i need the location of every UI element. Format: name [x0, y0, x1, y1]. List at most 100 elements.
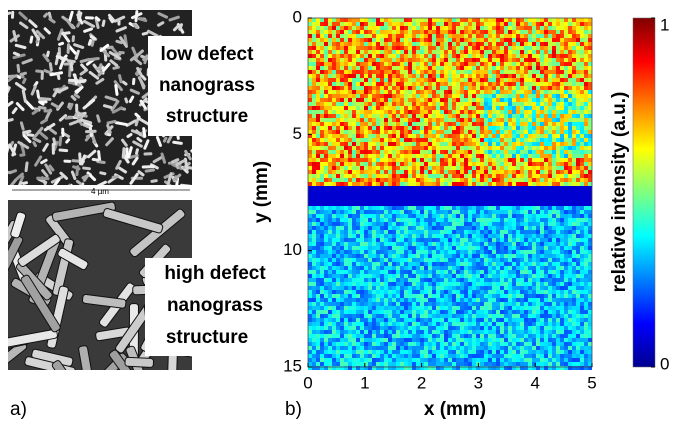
heat-cell: [348, 90, 352, 94]
heat-cell: [488, 246, 492, 250]
heat-cell: [408, 122, 412, 126]
heat-cell: [552, 114, 556, 118]
heat-cell: [476, 194, 480, 198]
heat-cell: [352, 70, 356, 74]
heat-cell: [376, 198, 380, 202]
heat-cell: [512, 130, 516, 134]
heat-cell: [572, 86, 576, 90]
heat-cell: [516, 122, 520, 126]
heat-cell: [584, 162, 588, 166]
heat-cell: [576, 186, 580, 190]
heat-cell: [328, 58, 332, 62]
heat-cell: [392, 94, 396, 98]
heat-cell: [320, 266, 324, 270]
heat-cell: [352, 78, 356, 82]
heat-cell: [456, 174, 460, 178]
heat-cell: [396, 178, 400, 182]
heat-cell: [332, 218, 336, 222]
grain: [136, 66, 144, 78]
heat-cell: [436, 182, 440, 186]
heat-cell: [560, 186, 564, 190]
heat-cell: [316, 266, 320, 270]
heat-cell: [324, 22, 328, 26]
heat-cell: [416, 270, 420, 274]
heat-cell: [528, 70, 532, 74]
heat-cell: [548, 30, 552, 34]
heat-cell: [508, 118, 512, 122]
heat-cell: [364, 82, 368, 86]
heat-cell: [320, 186, 324, 190]
heat-cell: [552, 62, 556, 66]
heat-cell: [432, 102, 436, 106]
heat-cell: [388, 138, 392, 142]
heat-cell: [552, 186, 556, 190]
heat-cell: [496, 142, 500, 146]
heat-cell: [388, 130, 392, 134]
grain: [51, 177, 61, 185]
heat-cell: [404, 42, 408, 46]
heat-cell: [364, 242, 368, 246]
heat-cell: [348, 106, 352, 110]
heat-cell: [432, 50, 436, 54]
heat-cell: [500, 162, 504, 166]
heat-cell: [552, 246, 556, 250]
heat-cell: [356, 234, 360, 238]
heat-cell: [356, 258, 360, 262]
heat-cell: [416, 114, 420, 118]
heat-cell: [460, 122, 464, 126]
heat-cell: [452, 234, 456, 238]
heat-cell: [564, 162, 568, 166]
heat-cell: [524, 154, 528, 158]
heat-cell: [508, 210, 512, 214]
heat-cell: [508, 218, 512, 222]
heat-cell: [404, 34, 408, 38]
heat-cell: [408, 30, 412, 34]
heat-cell: [448, 122, 452, 126]
heat-cell: [332, 234, 336, 238]
heat-cell: [384, 178, 388, 182]
heat-cell: [332, 70, 336, 74]
heat-cell: [524, 62, 528, 66]
heat-cell: [476, 186, 480, 190]
heat-cell: [572, 222, 576, 226]
heat-cell: [416, 98, 420, 102]
heat-cell: [484, 22, 488, 26]
heat-cell: [328, 250, 332, 254]
heat-cell: [376, 30, 380, 34]
heat-cell: [432, 82, 436, 86]
heat-cell: [472, 18, 476, 22]
heat-cell: [460, 178, 464, 182]
heat-cell: [316, 150, 320, 154]
heat-cell: [548, 46, 552, 50]
heat-cell: [508, 22, 512, 26]
heat-cell: [464, 174, 468, 178]
heat-cell: [412, 262, 416, 266]
heat-cell: [348, 18, 352, 22]
grain: [79, 118, 93, 125]
heat-cell: [424, 114, 428, 118]
heat-cell: [464, 266, 468, 270]
heat-cell: [472, 22, 476, 26]
heat-cell: [572, 122, 576, 126]
grain: [31, 28, 41, 41]
heat-cell: [524, 82, 528, 86]
grain: [58, 114, 68, 122]
heat-cell: [580, 206, 584, 210]
heat-cell: [416, 194, 420, 198]
heat-cell: [420, 18, 424, 22]
heat-cell: [472, 70, 476, 74]
heat-cell: [580, 258, 584, 262]
heat-cell: [420, 102, 424, 106]
grain: [48, 62, 53, 72]
heat-cell: [540, 210, 544, 214]
heat-cell: [572, 210, 576, 214]
heat-cell: [528, 262, 532, 266]
heat-cell: [420, 134, 424, 138]
heat-cell: [484, 78, 488, 82]
heat-cell: [512, 222, 516, 226]
heat-cell: [336, 54, 340, 58]
heat-cell: [320, 150, 324, 154]
heat-cell: [312, 238, 316, 242]
heat-cell: [404, 82, 408, 86]
heat-cell: [476, 178, 480, 182]
